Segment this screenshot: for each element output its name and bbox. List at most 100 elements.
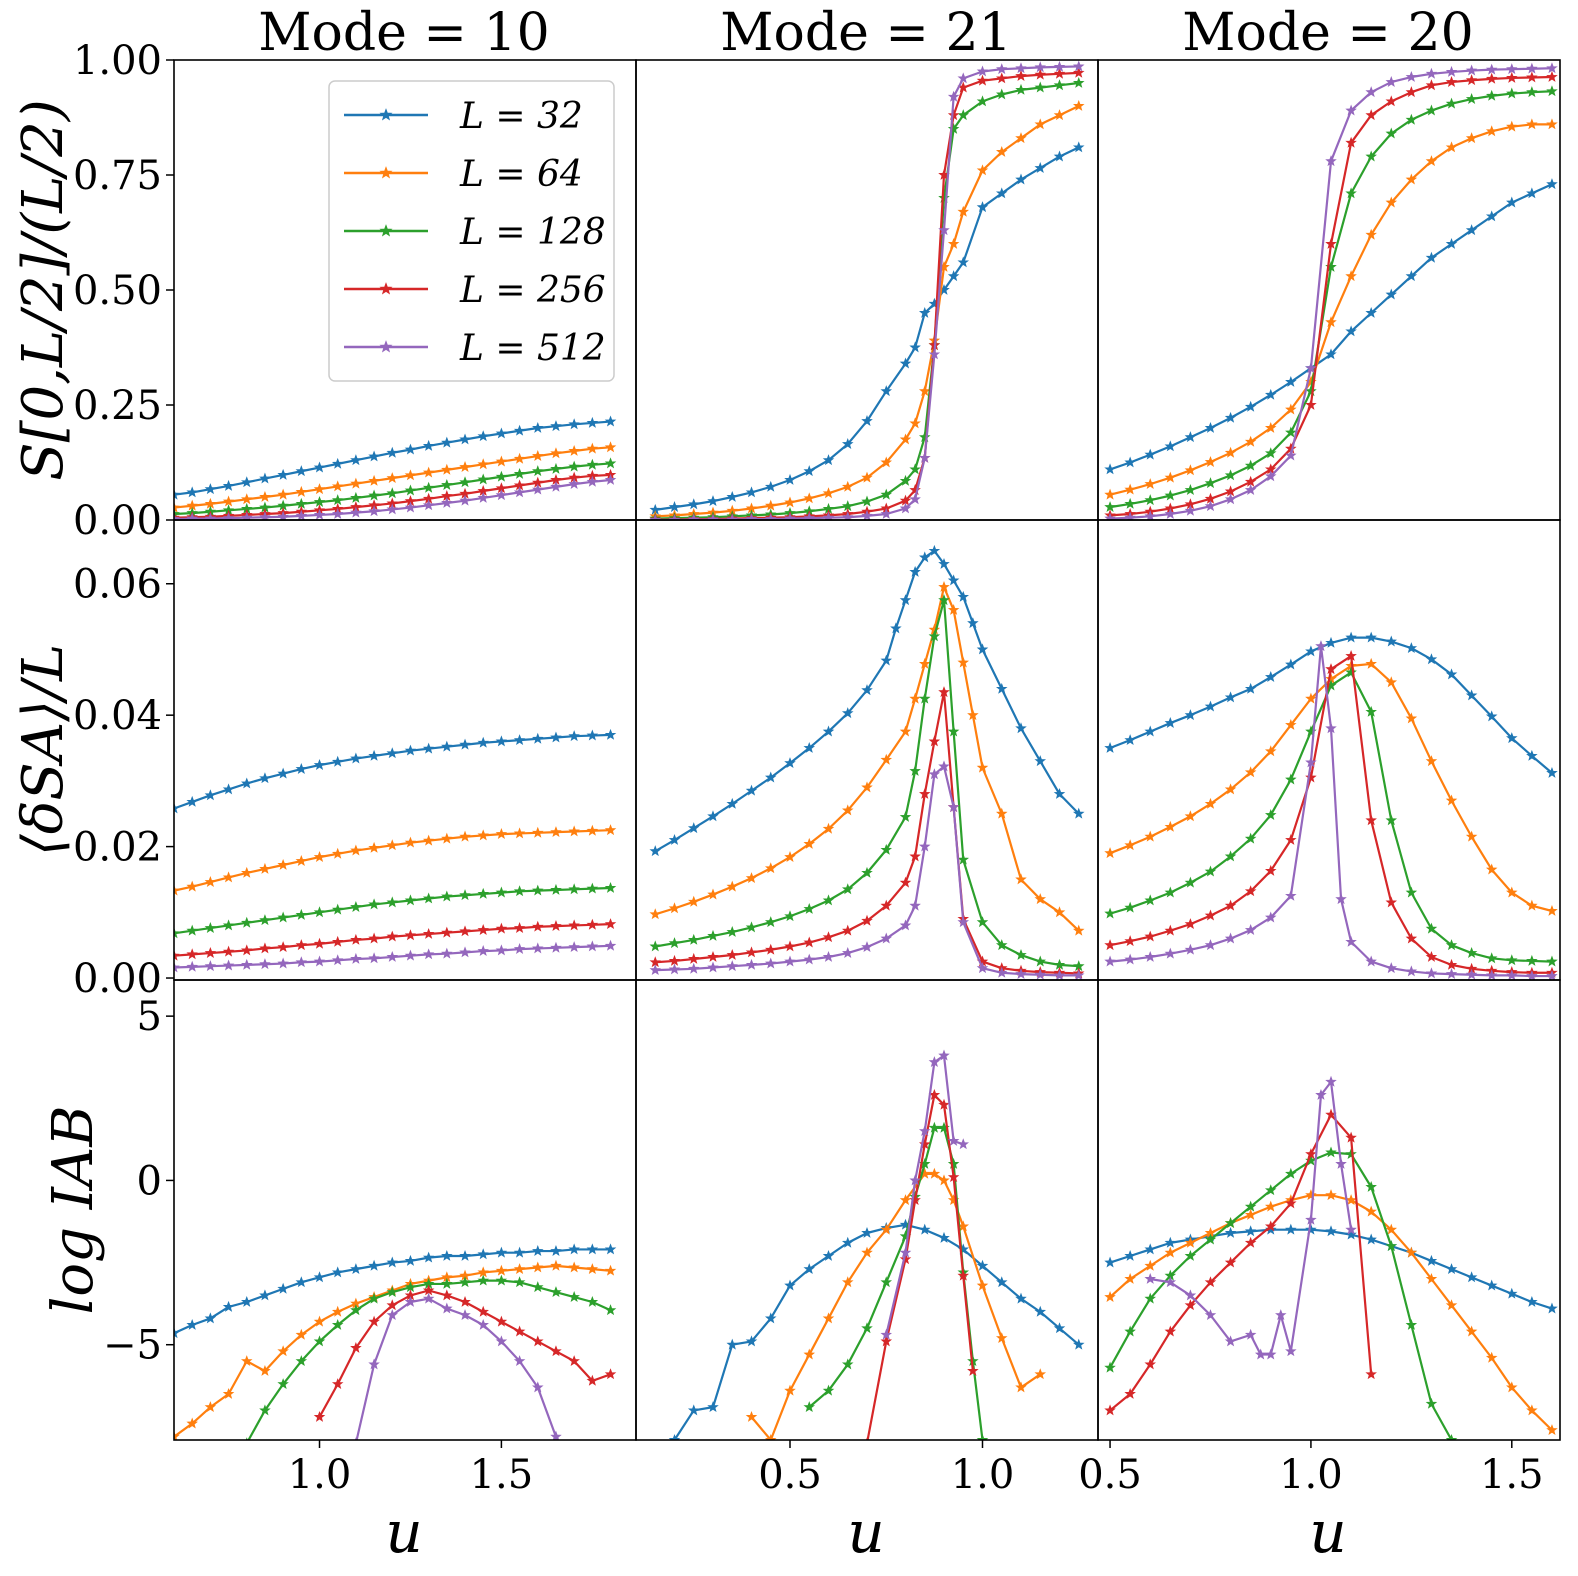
data-point	[918, 551, 931, 563]
data-point	[861, 495, 873, 507]
data-point	[1254, 1348, 1267, 1360]
data-point	[1485, 72, 1498, 84]
data-point	[1104, 488, 1116, 500]
data-point	[1345, 270, 1357, 282]
data-point	[1385, 962, 1398, 974]
data-point	[1124, 953, 1136, 965]
data-point	[1015, 132, 1027, 144]
data-point	[1485, 710, 1498, 722]
data-point	[841, 947, 854, 958]
data-point	[422, 481, 435, 493]
data-point	[1144, 478, 1156, 490]
data-point	[568, 941, 580, 953]
data-point	[918, 431, 931, 443]
data-point	[1345, 666, 1357, 678]
data-point	[222, 1300, 235, 1312]
data-point	[1144, 448, 1156, 460]
data-point	[918, 657, 931, 669]
data-point	[422, 499, 435, 511]
legend-marker	[379, 108, 393, 121]
data-point	[495, 1264, 508, 1276]
data-point	[957, 1138, 970, 1150]
data-point	[1244, 459, 1257, 471]
legend-label: L = 32	[459, 96, 583, 137]
data-point	[764, 1312, 777, 1324]
data-point	[909, 484, 921, 496]
data-point	[477, 1248, 489, 1260]
data-point	[586, 458, 599, 470]
data-point	[1144, 1272, 1156, 1284]
data-point	[174, 949, 180, 961]
data-point	[918, 692, 931, 704]
data-point	[880, 753, 893, 765]
data-point	[368, 450, 380, 462]
data-point	[918, 1125, 931, 1137]
data-point	[1325, 1189, 1337, 1201]
data-point	[880, 932, 893, 944]
data-point	[550, 420, 562, 432]
data-point	[1144, 494, 1156, 506]
data-point	[386, 487, 399, 499]
column-xlabel-2: u	[1309, 1498, 1346, 1566]
data-point	[386, 950, 399, 962]
data-point	[186, 880, 198, 892]
data-point	[368, 1259, 380, 1271]
data-point	[1034, 1368, 1047, 1380]
data-point	[1184, 484, 1197, 496]
data-point	[1184, 1236, 1197, 1248]
data-point	[604, 415, 617, 427]
data-point	[586, 729, 599, 741]
data-point	[1184, 504, 1197, 516]
data-point	[784, 851, 796, 863]
data-point	[1465, 93, 1478, 105]
data-point	[1184, 876, 1197, 888]
data-point	[1224, 783, 1237, 795]
data-point	[277, 468, 289, 480]
data-point	[1385, 896, 1398, 908]
data-point	[513, 486, 526, 498]
data-point	[707, 888, 719, 900]
data-point	[764, 480, 777, 492]
data-point	[277, 911, 289, 923]
data-point	[174, 802, 180, 814]
data-point	[240, 866, 253, 878]
data-point	[1034, 81, 1047, 93]
data-point	[1034, 118, 1047, 130]
data-point	[186, 1318, 198, 1330]
data-point	[259, 772, 271, 784]
data-point	[1506, 71, 1518, 83]
data-point	[976, 1279, 989, 1291]
data-point	[459, 433, 471, 445]
data-point	[947, 603, 960, 615]
data-point	[726, 513, 739, 520]
data-point	[313, 1410, 326, 1422]
data-point	[668, 963, 681, 975]
data-point	[803, 741, 816, 753]
data-point	[1425, 950, 1438, 962]
data-point	[1053, 109, 1066, 121]
data-point	[495, 1274, 508, 1286]
data-point	[1425, 967, 1438, 979]
data-point	[586, 824, 599, 836]
data-point	[604, 881, 617, 893]
data-point	[687, 895, 700, 907]
data-point	[331, 480, 344, 492]
data-point	[1425, 1254, 1438, 1266]
data-point	[1244, 924, 1257, 935]
data-point	[222, 959, 235, 971]
column-title-mode-21: Mode = 21	[720, 3, 1011, 63]
data-point	[1072, 60, 1085, 72]
data-point	[204, 947, 217, 958]
data-point	[1264, 388, 1277, 400]
data-point	[313, 461, 326, 473]
data-point	[1465, 968, 1478, 980]
data-point	[404, 501, 417, 513]
legend-frame	[328, 80, 615, 382]
data-point	[186, 512, 198, 520]
data-point	[550, 1430, 562, 1440]
legend-label: L = 256	[459, 270, 606, 311]
data-point	[1264, 745, 1277, 757]
data-point	[404, 894, 417, 906]
data-point	[976, 164, 989, 176]
legend-marker	[379, 166, 393, 179]
